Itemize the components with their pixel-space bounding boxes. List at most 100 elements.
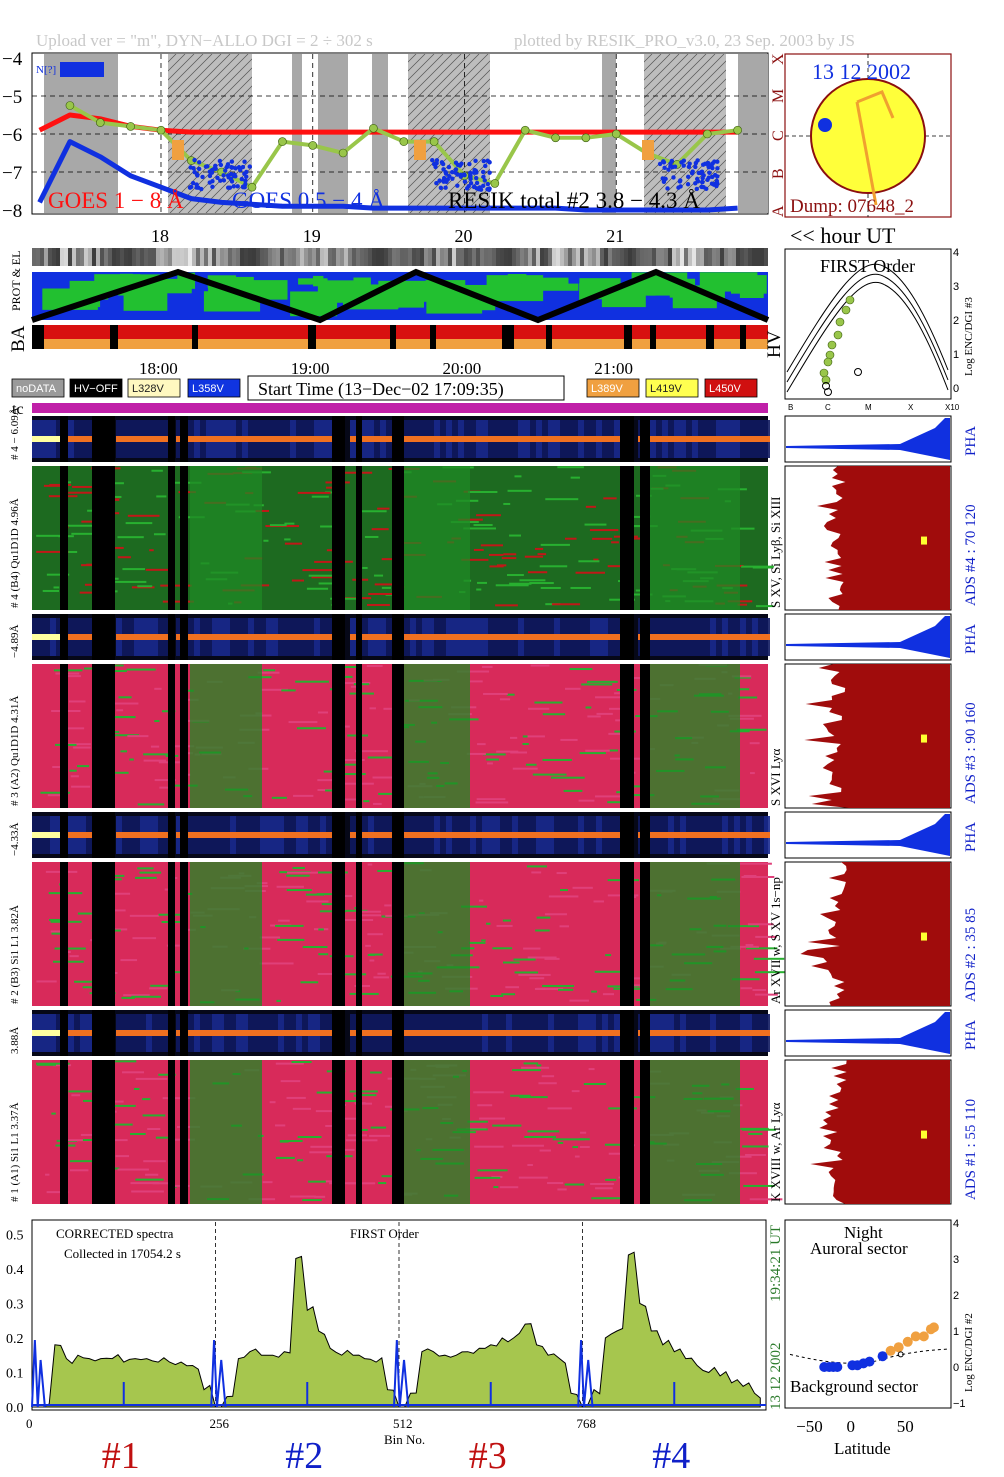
spec-texture	[581, 683, 613, 686]
pha-band	[236, 1030, 242, 1036]
pha-band	[38, 436, 44, 442]
spec-texture	[588, 1068, 595, 1071]
ba-gap-5	[430, 325, 436, 349]
pha-band	[704, 832, 710, 838]
spectrum-ytick: 0.2	[6, 1332, 24, 1347]
pha-band	[470, 634, 476, 640]
resik-dip-point	[226, 185, 231, 190]
pha-band	[476, 1030, 482, 1036]
pha-band	[548, 436, 554, 442]
pha-band	[752, 1030, 758, 1036]
spec-texture	[70, 1169, 89, 1172]
pha-band	[272, 832, 278, 838]
spec-green-zone-0	[190, 862, 262, 1006]
first-order-point	[833, 330, 843, 340]
latitude-point-1	[910, 1331, 921, 1342]
pha-band	[452, 1030, 458, 1036]
spec-texture	[730, 945, 759, 948]
pha-band	[152, 436, 158, 442]
prot-cell	[532, 248, 536, 266]
resik-dip-point	[223, 168, 228, 173]
pha-band	[764, 436, 770, 442]
prot-bands	[32, 248, 768, 266]
spec-texture	[290, 1195, 316, 1198]
pha-band	[434, 832, 440, 838]
spec-texture	[564, 1183, 585, 1186]
pha-band	[428, 634, 434, 640]
resik-dip-point	[685, 174, 691, 179]
pha-band	[758, 832, 764, 838]
goes-ytick: −8	[2, 201, 22, 222]
resik-dip-point	[481, 174, 486, 179]
resik-dip-point	[194, 172, 200, 177]
latitude-ylabel: Log ENC/DGI #2	[963, 1313, 975, 1392]
resik-dip-point	[207, 169, 213, 174]
first-order-ytick: 0	[953, 383, 959, 395]
pha-band	[698, 1030, 704, 1036]
spec-texture	[143, 1160, 166, 1163]
spec-texture	[752, 989, 767, 992]
pha-band	[116, 634, 122, 640]
pha-band	[350, 1030, 356, 1036]
pha-band	[260, 436, 266, 442]
night-shade-5	[738, 54, 768, 213]
spec-texture	[36, 550, 69, 553]
spec-texture	[150, 745, 160, 748]
pha-band	[362, 634, 368, 640]
saa-hatch-1	[408, 54, 462, 108]
pha-band	[242, 832, 248, 838]
pha-band	[194, 634, 200, 640]
prot-cell	[572, 248, 576, 266]
pha-band	[242, 436, 248, 442]
goes-class-letter: A	[770, 205, 787, 217]
spec-texture	[275, 1062, 304, 1065]
pha-band	[302, 634, 308, 640]
resik-dip-point	[694, 186, 700, 192]
latitude-xlabel: Latitude	[834, 1439, 891, 1458]
pha-band	[68, 634, 74, 640]
resik-dip-point	[487, 160, 492, 165]
pha-band	[326, 832, 332, 838]
spec-texture	[467, 491, 498, 494]
spec-texture	[40, 791, 70, 794]
pha-band	[536, 832, 542, 838]
spec-texture	[579, 752, 606, 755]
resik-point	[399, 137, 409, 146]
spec-texture	[45, 1173, 50, 1176]
pha-band	[506, 832, 512, 838]
pha-band	[320, 832, 326, 838]
prot-cell	[628, 248, 632, 266]
spec-texture	[77, 765, 90, 768]
ba-gap-3	[308, 325, 316, 349]
orbit-green-band	[507, 274, 527, 284]
pha-gap-5	[356, 416, 362, 462]
sun-disk	[810, 78, 926, 194]
pha-band	[530, 832, 536, 838]
spec-texture	[510, 1094, 531, 1097]
spec-texture	[461, 558, 489, 561]
spec-texture	[377, 972, 386, 975]
first-order-curve-2	[786, 273, 949, 383]
pha-band	[386, 436, 392, 442]
spec-texture	[374, 574, 384, 577]
pha-band	[716, 634, 722, 640]
resik-point	[156, 125, 166, 135]
spec-texture	[529, 977, 545, 980]
prot-cell	[264, 248, 268, 266]
saa-hatch-2	[644, 54, 716, 126]
spec-texture	[456, 670, 490, 673]
pha-gap-3	[180, 416, 188, 462]
ba-gap-0	[32, 325, 44, 349]
pha-band	[296, 1030, 302, 1036]
first-order-xtick: X10	[945, 403, 960, 412]
spec-green-zone-1	[400, 1060, 470, 1204]
spec-texture	[527, 571, 548, 574]
resik-dip-point	[243, 178, 248, 183]
prot-cell	[668, 248, 672, 266]
goes-ytick: −5	[2, 87, 22, 108]
spec-gap-6	[392, 1060, 404, 1204]
line-id-label: S XVI Lyα	[768, 748, 783, 806]
spec-texture	[42, 589, 60, 592]
